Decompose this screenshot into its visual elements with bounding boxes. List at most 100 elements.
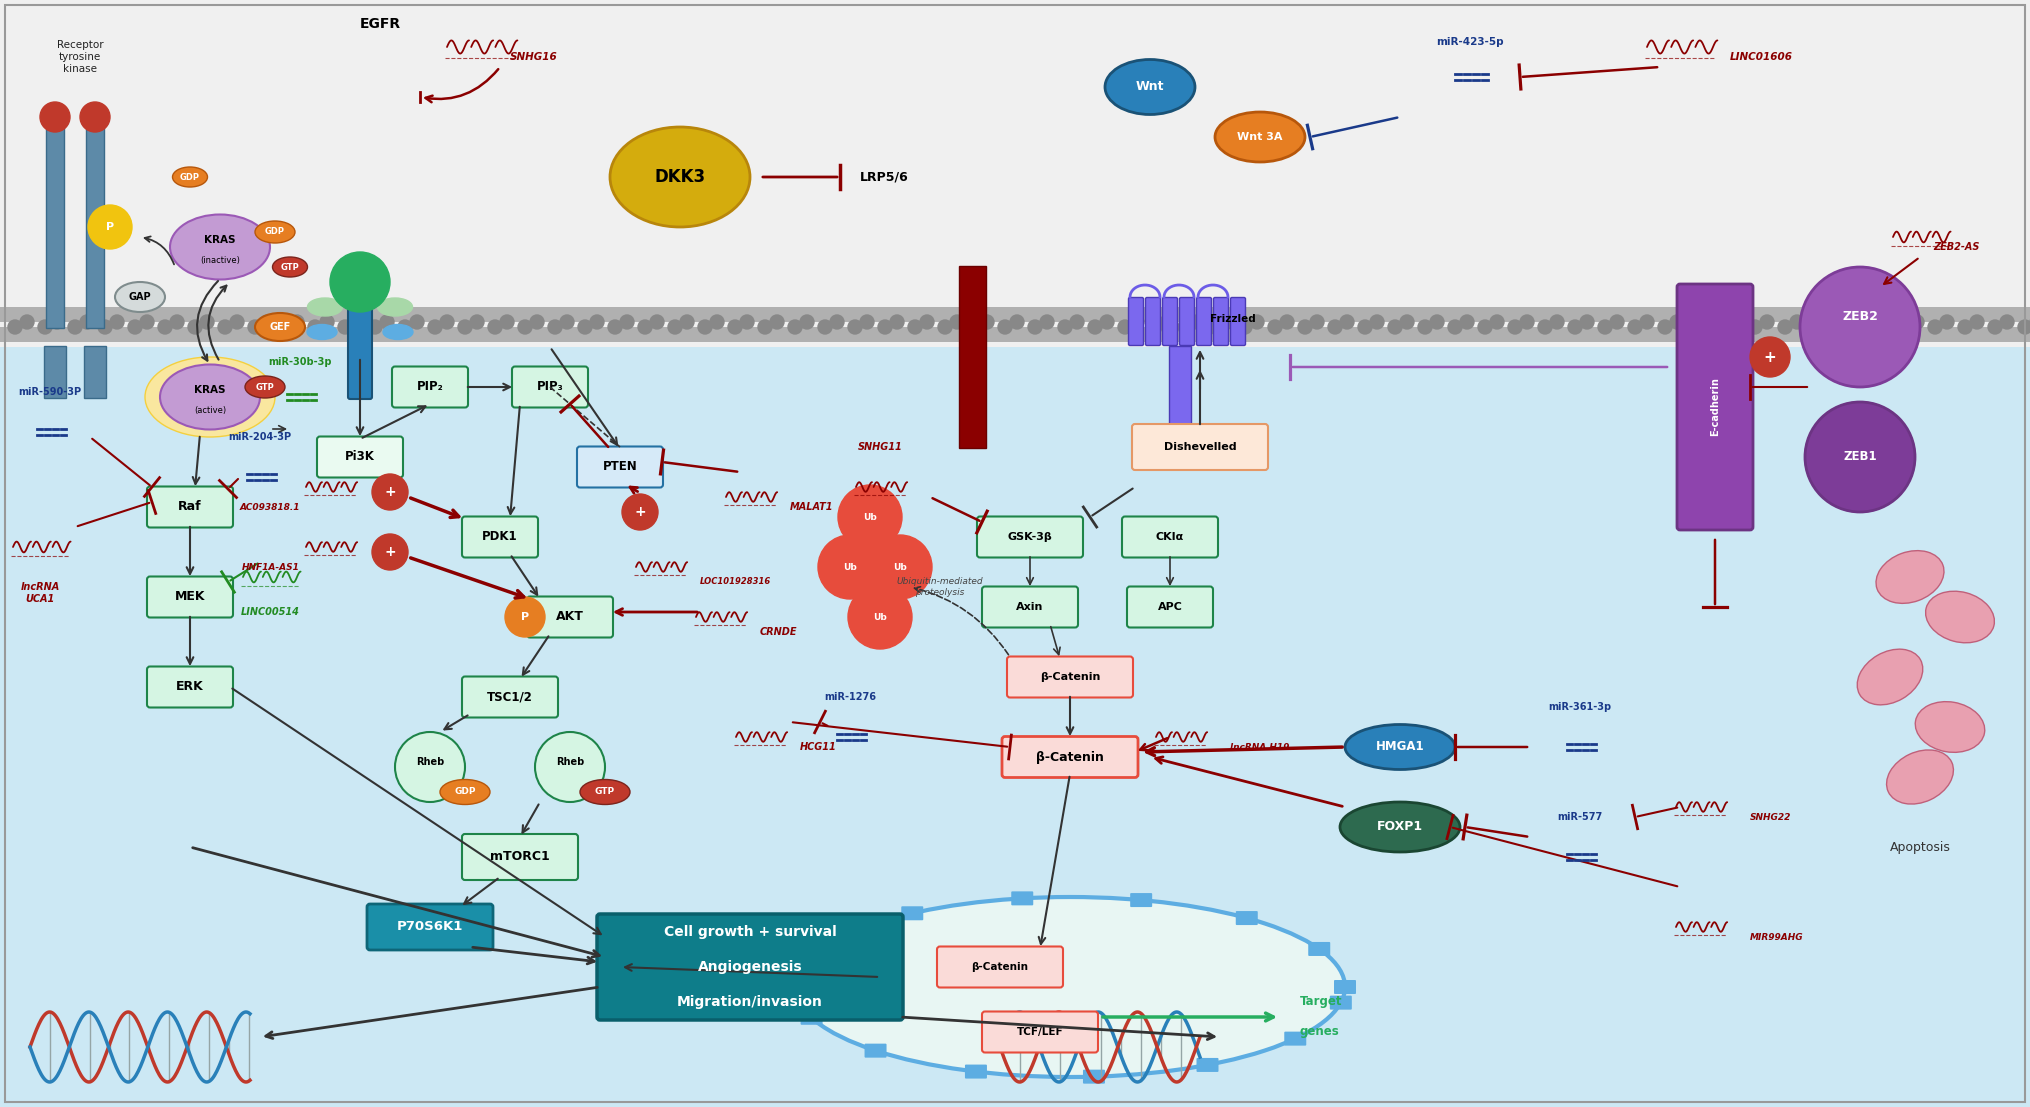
Circle shape: [1539, 320, 1553, 334]
Text: Wnt 3A: Wnt 3A: [1236, 132, 1283, 142]
FancyBboxPatch shape: [865, 1044, 887, 1057]
Text: GTP: GTP: [595, 787, 615, 797]
Circle shape: [1778, 320, 1792, 334]
FancyBboxPatch shape: [45, 346, 67, 399]
Circle shape: [260, 315, 274, 329]
Circle shape: [741, 315, 753, 329]
Circle shape: [536, 732, 605, 801]
Circle shape: [97, 320, 112, 334]
Circle shape: [729, 320, 743, 334]
Circle shape: [339, 320, 351, 334]
Circle shape: [140, 315, 154, 329]
Circle shape: [367, 320, 382, 334]
Circle shape: [591, 315, 605, 329]
Text: miR-1276: miR-1276: [824, 692, 877, 702]
Circle shape: [128, 320, 142, 334]
Circle shape: [1088, 320, 1102, 334]
Circle shape: [441, 315, 455, 329]
Circle shape: [1190, 315, 1204, 329]
Circle shape: [710, 315, 725, 329]
FancyBboxPatch shape: [1011, 891, 1033, 906]
Ellipse shape: [256, 221, 294, 244]
Circle shape: [579, 320, 593, 334]
Ellipse shape: [378, 298, 412, 315]
Circle shape: [1220, 315, 1234, 329]
Ellipse shape: [1857, 649, 1922, 705]
FancyBboxPatch shape: [1334, 980, 1356, 994]
FancyBboxPatch shape: [317, 436, 404, 477]
Text: mTORC1: mTORC1: [489, 850, 550, 863]
FancyBboxPatch shape: [512, 366, 589, 407]
Circle shape: [1748, 320, 1762, 334]
Circle shape: [1628, 320, 1642, 334]
Circle shape: [1821, 315, 1833, 329]
Circle shape: [869, 535, 932, 599]
Circle shape: [1941, 315, 1955, 329]
Circle shape: [548, 320, 562, 334]
Text: GTP: GTP: [280, 262, 298, 271]
FancyBboxPatch shape: [786, 972, 808, 986]
Circle shape: [248, 320, 262, 334]
FancyBboxPatch shape: [463, 834, 579, 880]
FancyBboxPatch shape: [1196, 298, 1212, 345]
Circle shape: [1149, 320, 1161, 334]
FancyBboxPatch shape: [577, 446, 664, 487]
Circle shape: [1880, 315, 1894, 329]
Text: ZEB2-AS: ZEB2-AS: [1935, 242, 1979, 252]
Circle shape: [1969, 315, 1983, 329]
Text: CKIα: CKIα: [1155, 532, 1183, 542]
FancyBboxPatch shape: [820, 935, 842, 949]
Text: ERK: ERK: [177, 681, 203, 693]
FancyBboxPatch shape: [1131, 893, 1153, 907]
Circle shape: [217, 320, 231, 334]
Circle shape: [1401, 315, 1415, 329]
Ellipse shape: [1340, 801, 1460, 852]
FancyBboxPatch shape: [976, 517, 1082, 558]
Circle shape: [1610, 315, 1624, 329]
Text: SNHG22: SNHG22: [1750, 813, 1790, 821]
Text: Axin: Axin: [1017, 602, 1043, 612]
Text: APC: APC: [1157, 602, 1181, 612]
Circle shape: [1177, 320, 1192, 334]
Ellipse shape: [116, 282, 164, 312]
Ellipse shape: [384, 324, 412, 340]
Circle shape: [1551, 315, 1563, 329]
Ellipse shape: [307, 324, 337, 340]
Circle shape: [505, 597, 544, 637]
Circle shape: [1849, 315, 1864, 329]
Text: MALAT1: MALAT1: [790, 501, 834, 513]
Ellipse shape: [796, 897, 1346, 1077]
Circle shape: [331, 252, 390, 312]
Text: PDK1: PDK1: [483, 530, 518, 544]
Circle shape: [1070, 315, 1084, 329]
FancyBboxPatch shape: [1307, 942, 1330, 956]
FancyBboxPatch shape: [1163, 298, 1177, 345]
Text: β-Catenin: β-Catenin: [972, 962, 1029, 972]
Circle shape: [380, 315, 394, 329]
Text: TCF/LEF: TCF/LEF: [1017, 1027, 1064, 1037]
Text: lncRNA
UCA1: lncRNA UCA1: [20, 582, 59, 603]
Circle shape: [1011, 315, 1023, 329]
Text: Ubiquitin-mediated
proteolysis: Ubiquitin-mediated proteolysis: [897, 577, 983, 597]
Text: Angiogenesis: Angiogenesis: [698, 960, 802, 974]
Text: LRP5/6: LRP5/6: [861, 170, 909, 184]
Circle shape: [201, 315, 213, 329]
Circle shape: [1730, 315, 1744, 329]
Circle shape: [1659, 320, 1673, 334]
Text: lncRNA H19: lncRNA H19: [1230, 743, 1289, 752]
Circle shape: [67, 320, 81, 334]
Circle shape: [938, 320, 952, 334]
Text: β-Catenin: β-Catenin: [1035, 751, 1104, 764]
Text: FOXP1: FOXP1: [1376, 820, 1423, 834]
Text: Wnt: Wnt: [1135, 81, 1165, 93]
FancyBboxPatch shape: [938, 946, 1064, 987]
Circle shape: [87, 205, 132, 249]
Text: Ub: Ub: [873, 612, 887, 621]
Text: MIR99AHG: MIR99AHG: [1750, 932, 1803, 941]
Circle shape: [668, 320, 682, 334]
Circle shape: [1119, 320, 1133, 334]
Circle shape: [2000, 315, 2014, 329]
FancyBboxPatch shape: [367, 904, 493, 950]
Circle shape: [229, 315, 244, 329]
FancyBboxPatch shape: [1123, 517, 1218, 558]
